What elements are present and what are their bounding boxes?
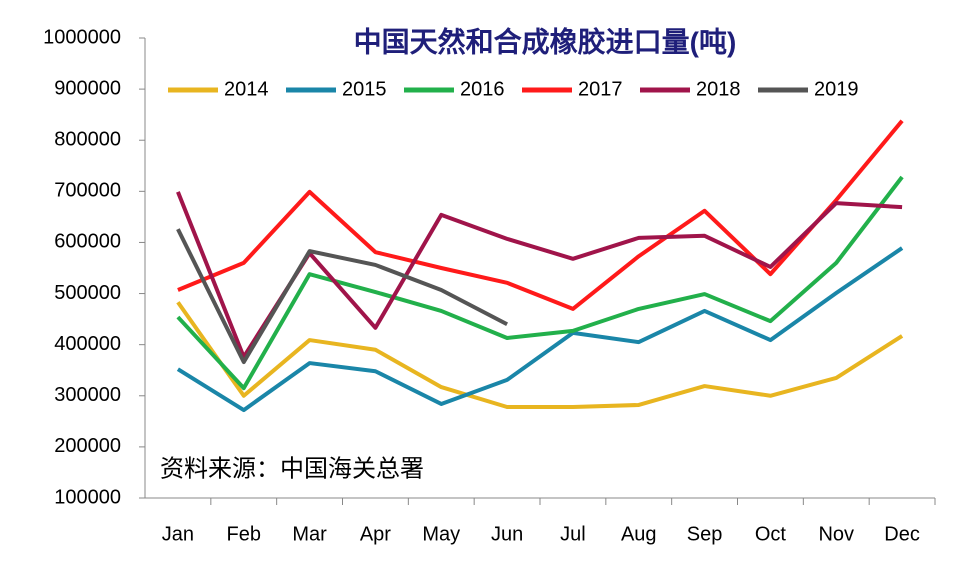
y-tick-label: 900000 xyxy=(54,77,121,99)
x-tick-label: Jun xyxy=(491,523,523,545)
x-tick-label: May xyxy=(422,523,460,545)
chart-title: 中国天然和合成橡胶进口量(吨) xyxy=(354,25,737,57)
y-tick-label: 100000 xyxy=(54,486,121,508)
x-tick-label: Mar xyxy=(292,523,327,545)
legend-label: 2014 xyxy=(224,78,269,100)
line-series xyxy=(176,175,904,391)
y-tick-label: 200000 xyxy=(54,435,121,457)
source-note: 资料来源：中国海关总署 xyxy=(160,455,424,482)
line-series xyxy=(177,119,904,311)
legend-label: 2016 xyxy=(460,78,505,100)
y-tick-label: 800000 xyxy=(54,129,121,151)
x-tick-label: Nov xyxy=(818,523,854,545)
line-series xyxy=(176,246,904,413)
x-tick-label: Oct xyxy=(755,523,787,545)
x-tick-label: Jan xyxy=(162,523,194,545)
line-series xyxy=(176,301,904,410)
x-tick-label: Dec xyxy=(884,523,920,545)
x-tick-label: Apr xyxy=(360,523,391,545)
y-tick-label: 400000 xyxy=(54,333,121,355)
x-tick-label: Sep xyxy=(687,523,723,545)
x-tick-label: Jul xyxy=(560,523,586,545)
legend-label: 2015 xyxy=(342,78,387,100)
legend-label: 2019 xyxy=(814,78,859,100)
y-tick-label: 700000 xyxy=(54,180,121,202)
legend-label: 2018 xyxy=(696,78,741,100)
y-tick-label: 600000 xyxy=(54,231,121,253)
x-tick-label: Aug xyxy=(621,523,657,545)
x-tick-label: Feb xyxy=(227,523,261,545)
line-series xyxy=(176,228,509,365)
y-tick-label: 1000000 xyxy=(43,26,121,48)
y-tick-label: 500000 xyxy=(54,282,121,304)
legend-label: 2017 xyxy=(578,78,623,100)
y-tick-label: 300000 xyxy=(54,384,121,406)
